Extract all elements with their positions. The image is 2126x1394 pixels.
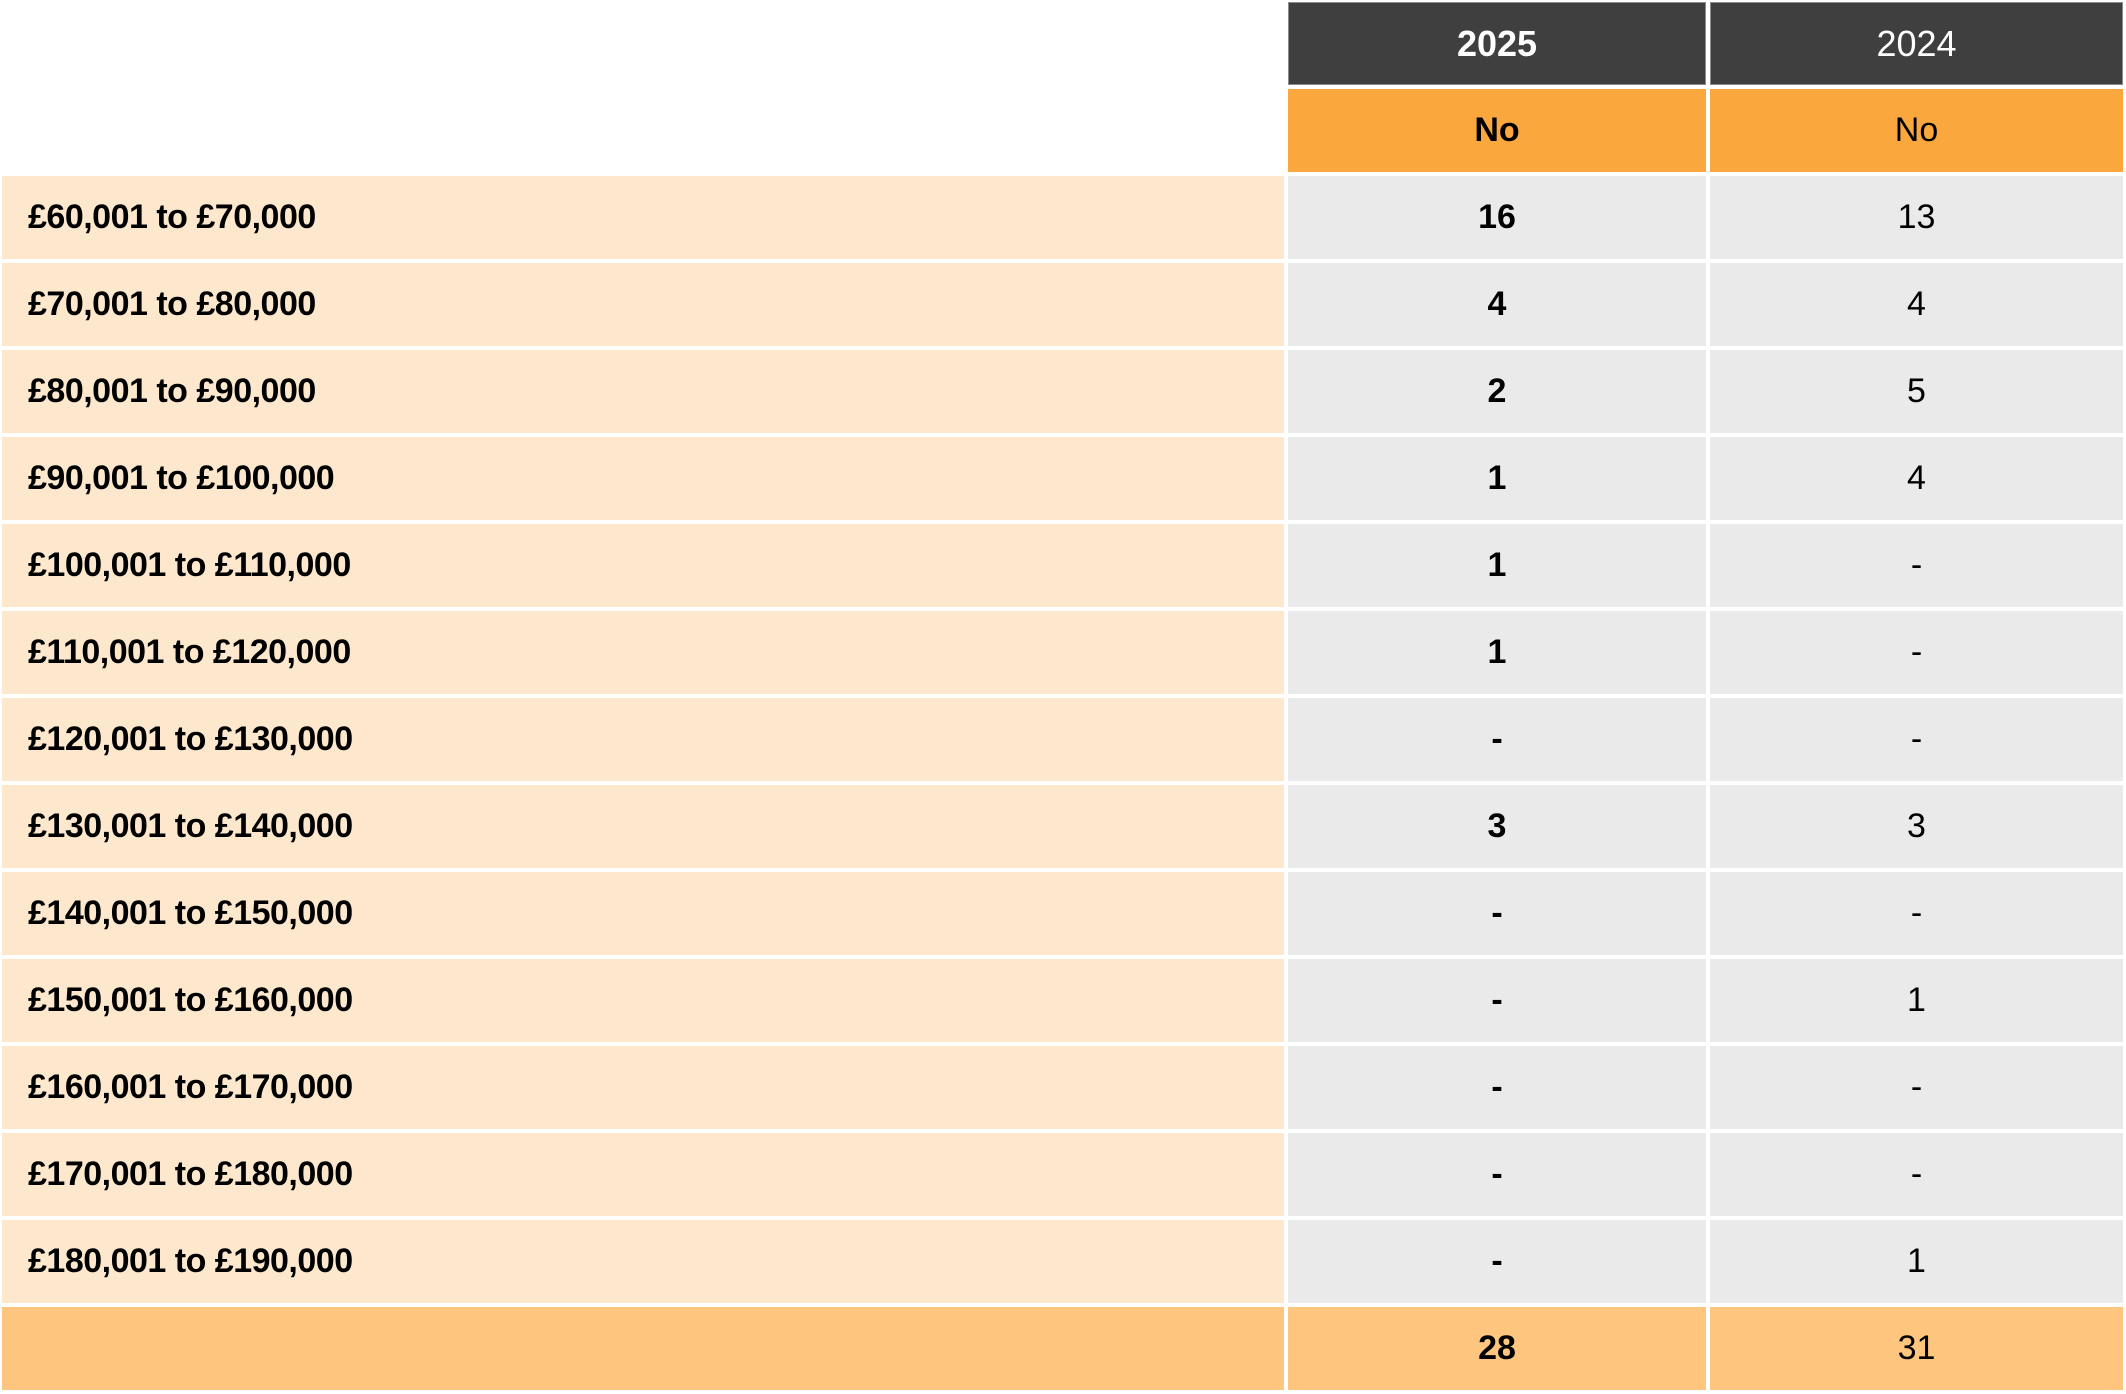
count-2024: -	[1710, 698, 2123, 781]
count-2025: 1	[1288, 524, 1706, 607]
count-2025: -	[1288, 698, 1706, 781]
salary-band-label: £140,001 to £150,000	[2, 872, 1284, 955]
count-2025: -	[1288, 872, 1706, 955]
salary-band-row: £120,001 to £130,000 - -	[2, 698, 2123, 781]
count-2024: -	[1710, 1046, 2123, 1129]
count-2024: -	[1710, 611, 2123, 694]
salary-band-label: £130,001 to £140,000	[2, 785, 1284, 868]
total-2024: 31	[1710, 1307, 2123, 1390]
total-label-blank	[2, 1307, 1284, 1390]
salary-band-label: £60,001 to £70,000	[2, 176, 1284, 259]
corner-blank	[2, 89, 1284, 172]
count-2024: 5	[1710, 350, 2123, 433]
corner-blank	[2, 2, 1284, 85]
count-2024: 13	[1710, 176, 2123, 259]
salary-band-label: £120,001 to £130,000	[2, 698, 1284, 781]
count-2025: 3	[1288, 785, 1706, 868]
year-header-2025: 2025	[1288, 2, 1706, 85]
salary-band-row: £150,001 to £160,000 - 1	[2, 959, 2123, 1042]
salary-band-label: £80,001 to £90,000	[2, 350, 1284, 433]
salary-band-row: £170,001 to £180,000 - -	[2, 1133, 2123, 1216]
unit-header-row: No No	[2, 89, 2123, 172]
salary-band-row: £140,001 to £150,000 - -	[2, 872, 2123, 955]
count-2024: 4	[1710, 263, 2123, 346]
salary-band-label: £150,001 to £160,000	[2, 959, 1284, 1042]
count-2025: 4	[1288, 263, 1706, 346]
count-2025: 2	[1288, 350, 1706, 433]
salary-band-row: £100,001 to £110,000 1 -	[2, 524, 2123, 607]
unit-header-2024: No	[1710, 89, 2123, 172]
total-row: 28 31	[2, 1307, 2123, 1390]
count-2024: 4	[1710, 437, 2123, 520]
salary-band-row: £60,001 to £70,000 16 13	[2, 176, 2123, 259]
year-header-row: 2025 2024	[2, 2, 2123, 85]
salary-band-label: £100,001 to £110,000	[2, 524, 1284, 607]
year-header-2024: 2024	[1710, 2, 2123, 85]
total-2025: 28	[1288, 1307, 1706, 1390]
salary-band-label: £160,001 to £170,000	[2, 1046, 1284, 1129]
salary-band-row: £70,001 to £80,000 4 4	[2, 263, 2123, 346]
salary-band-label: £110,001 to £120,000	[2, 611, 1284, 694]
count-2025: 16	[1288, 176, 1706, 259]
count-2025: 1	[1288, 437, 1706, 520]
unit-header-2025: No	[1288, 89, 1706, 172]
salary-band-label: £170,001 to £180,000	[2, 1133, 1284, 1216]
salary-band-row: £80,001 to £90,000 2 5	[2, 350, 2123, 433]
salary-band-row: £180,001 to £190,000 - 1	[2, 1220, 2123, 1303]
salary-band-row: £130,001 to £140,000 3 3	[2, 785, 2123, 868]
count-2025: 1	[1288, 611, 1706, 694]
salary-band-label: £180,001 to £190,000	[2, 1220, 1284, 1303]
count-2025: -	[1288, 959, 1706, 1042]
count-2025: -	[1288, 1046, 1706, 1129]
count-2024: -	[1710, 524, 2123, 607]
salary-band-label: £90,001 to £100,000	[2, 437, 1284, 520]
salary-band-row: £110,001 to £120,000 1 -	[2, 611, 2123, 694]
count-2024: 3	[1710, 785, 2123, 868]
count-2024: 1	[1710, 959, 2123, 1042]
count-2024: -	[1710, 872, 2123, 955]
count-2025: -	[1288, 1133, 1706, 1216]
salary-band-label: £70,001 to £80,000	[2, 263, 1284, 346]
count-2025: -	[1288, 1220, 1706, 1303]
count-2024: -	[1710, 1133, 2123, 1216]
count-2024: 1	[1710, 1220, 2123, 1303]
salary-band-row: £90,001 to £100,000 1 4	[2, 437, 2123, 520]
salary-band-row: £160,001 to £170,000 - -	[2, 1046, 2123, 1129]
